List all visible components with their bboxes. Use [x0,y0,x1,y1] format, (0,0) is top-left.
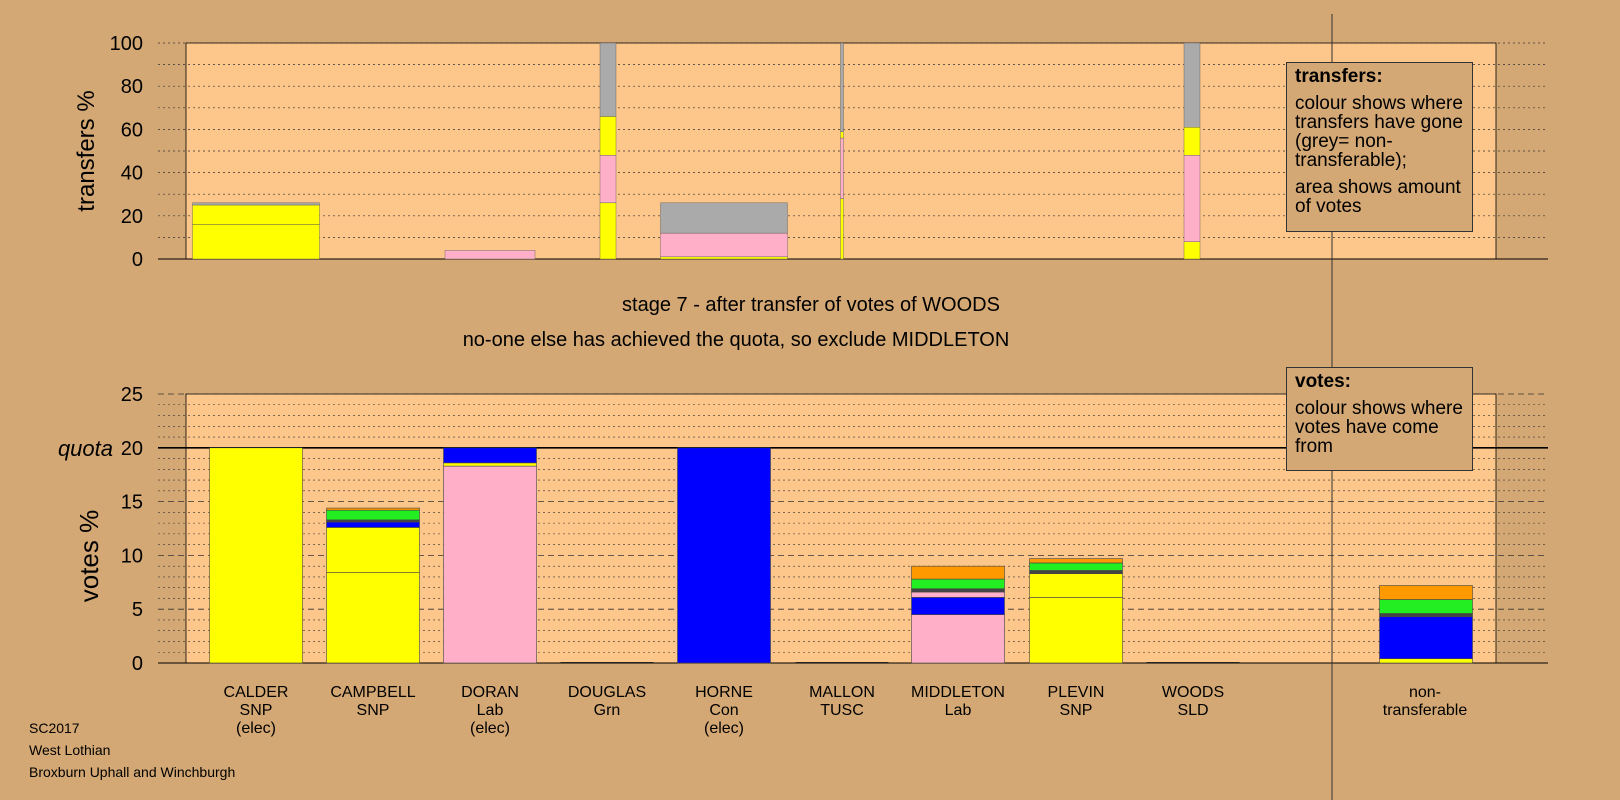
transfer-bar-segment [599,202,617,260]
votes-legend-line1: colour shows where votes have come from [1295,398,1463,457]
candidate-party: Lab [945,702,972,719]
candidate-name: MIDDLETON [911,684,1005,701]
vote-bar-segment [911,614,1005,664]
candidate-status: (elec) [704,720,744,737]
transfer-bar-segment [444,250,536,260]
transfer-bar-segment [840,42,844,132]
vote-bar-segment [1379,616,1473,659]
transfer-bar-segment [840,131,844,139]
transfer-bar-segment [840,137,844,199]
candidate-name: HORNE [695,684,753,701]
transfer-bar-segment [660,256,788,260]
transfer-bar-segment [1183,155,1201,242]
candidate-name: non- [1409,684,1441,701]
transfer-bar-segment [660,202,788,234]
transfer-bar-segment [599,116,617,156]
candidate-party: Con [709,702,738,719]
candidate-name: MALLON [809,684,875,701]
transfer-bar-segment [1183,241,1201,260]
transfers-axis-label: transfers % [73,90,100,211]
transfers-tick-label: 60 [121,119,143,141]
transfer-bar-segment [599,42,617,117]
candidate-party: TUSC [820,702,864,719]
vote-bar-segment [911,597,1005,615]
vote-bar-segment [326,572,420,664]
vote-bar-segment [911,565,1005,580]
vote-bar-segment [1029,562,1123,571]
vote-bar-segment [677,447,771,664]
candidate-party: Grn [594,702,621,719]
candidate-name: WOODS [1162,684,1224,701]
candidate-name: DOUGLAS [568,684,646,701]
vote-bar-segment [1379,585,1473,600]
candidate-party: SLD [1177,702,1208,719]
votes-axis-label: votes % [74,510,104,603]
footer-election: SC2017 [29,720,80,736]
vote-bar-segment [1379,599,1473,614]
candidate-party: transferable [1383,702,1468,719]
candidate-name: PLEVIN [1048,684,1105,701]
vote-bar-segment [1379,658,1473,664]
votes-tick-label: 15 [121,492,143,514]
transfers-tick-label: 100 [110,33,143,55]
transfers-legend-line1: colour shows where transfers have gone (… [1295,93,1463,171]
candidate-name: CAMPBELL [330,684,415,701]
transfer-bar-segment [1183,42,1201,128]
candidate-name: DORAN [461,684,519,701]
footer-ward: Broxburn Uphall and Winchburgh [29,764,236,780]
transfer-bar-segment [192,202,320,206]
stage-title: stage 7 - after transfer of votes of WOO… [622,294,1000,316]
vote-bar-segment [209,447,303,664]
candidate-party: SNP [357,702,390,719]
stage-subtitle: no-one else has achieved the quota, so e… [463,329,1010,351]
votes-tick-label: 25 [121,384,143,406]
vote-bar-segment [443,462,537,467]
vote-bar-segment [326,521,420,528]
vote-bar-segment [1379,613,1473,618]
candidate-party: Lab [477,702,504,719]
vote-bar-segment [1029,558,1123,564]
transfer-bar-segment [660,232,788,258]
vote-bar-segment [443,447,537,464]
footer: SC2017 West Lothian Broxburn Uphall and … [29,717,235,783]
transfer-bar-segment [599,155,617,204]
footer-council: West Lothian [29,742,111,758]
candidate-party: SNP [240,702,273,719]
transfers-legend-title: transfers: [1295,66,1383,87]
votes-tick-label: 0 [132,653,143,675]
vote-bar-segment [326,519,420,523]
transfer-bar-segment [840,198,844,260]
vote-bar-segment [443,465,537,664]
transfer-bar-segment [1183,127,1201,156]
transfer-bar-segment [192,224,320,260]
vote-bar-segment [911,591,1005,598]
candidate-party: SNP [1060,702,1093,719]
transfers-legend: transfers: colour shows where transfers … [1286,62,1473,232]
votes-legend-title: votes: [1295,371,1351,392]
vote-bar-segment [1029,570,1123,574]
vote-bar-segment [326,507,420,511]
vote-bar-segment [911,578,1005,590]
votes-legend: votes: colour shows where votes have com… [1286,367,1473,471]
transfers-tick-label: 40 [121,163,143,185]
transfers-tick-label: 20 [121,206,143,228]
votes-tick-label: 5 [132,599,143,621]
vote-bar-segment [326,509,420,521]
vote-bar-segment [911,588,1005,593]
votes-tick-label: 20 [121,438,143,460]
candidate-status: (elec) [236,720,276,737]
vote-bar-segment [1029,597,1123,664]
transfers-tick-label: 80 [121,76,143,98]
transfers-tick-label: 0 [132,249,143,271]
transfer-bar-segment [192,204,320,225]
votes-tick-label: 10 [121,545,143,567]
quota-label: quota [58,436,113,461]
candidate-name: CALDER [224,684,289,701]
transfers-legend-line2: area shows amount of votes [1295,177,1461,217]
vote-bar-segment [1029,573,1123,598]
candidate-status: (elec) [470,720,510,737]
vote-bar-segment [326,527,420,573]
